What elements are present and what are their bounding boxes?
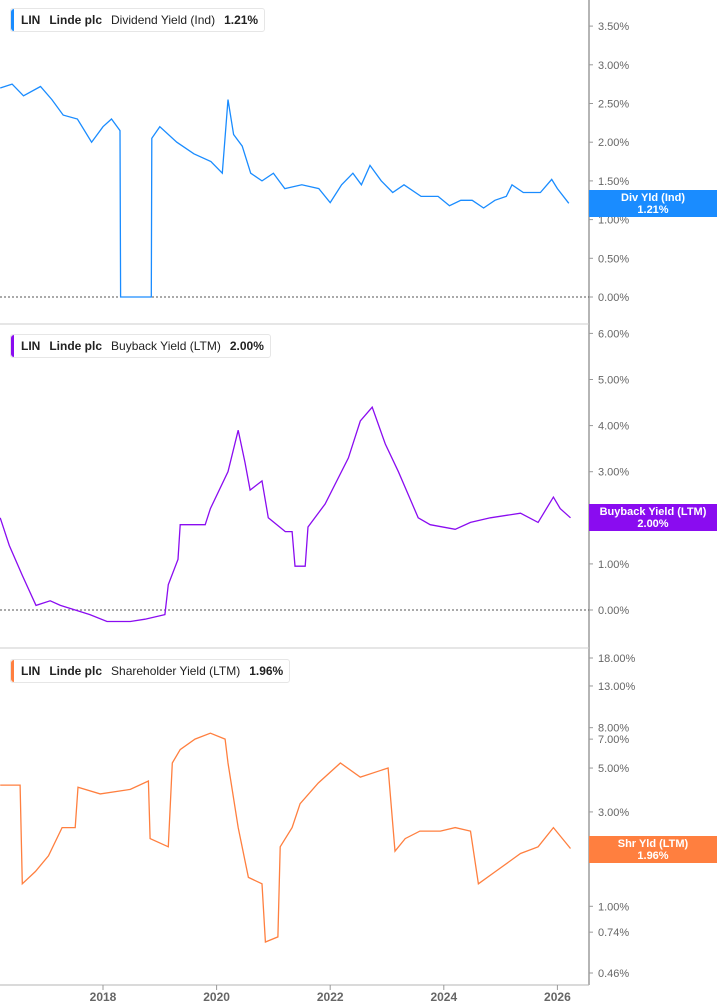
legend-ticker: LIN [21, 339, 41, 353]
y-tick-label: 0.00% [598, 605, 629, 617]
legend-color-bar [11, 660, 14, 682]
last-value-badge-buyback: Buyback Yield (LTM) 2.00% [589, 504, 717, 531]
y-tick-label: 3.00% [598, 467, 629, 479]
y-tick-label: 0.00% [598, 292, 629, 304]
badge-value: 1.96% [637, 850, 669, 862]
legend-metric: Dividend Yield (Ind) [111, 13, 216, 27]
y-tick-label: 7.00% [598, 734, 629, 746]
legend-metric: Shareholder Yield (LTM) [111, 664, 241, 678]
y-tick-label: 1.00% [598, 215, 629, 227]
series-line-0 [0, 83, 570, 298]
y-tick-label: 3.00% [598, 807, 629, 819]
legend-company: Linde plc [49, 339, 103, 353]
y-tick-label: 5.00% [598, 375, 629, 387]
legend-shareholder: LIN Linde plc Shareholder Yield (LTM) 1.… [10, 659, 291, 683]
legend-buyback: LIN Linde plc Buyback Yield (LTM) 2.00% [10, 334, 271, 358]
legend-value: 1.96% [249, 664, 284, 678]
last-value-badge-shareholder: Shr Yld (LTM) 1.96% [589, 836, 717, 863]
y-tick-label: 5.00% [598, 763, 629, 775]
series-line-1 [0, 405, 571, 623]
y-tick-label: 0.50% [598, 253, 629, 265]
legend-value: 2.00% [229, 339, 264, 353]
y-tick-label: 4.00% [598, 421, 629, 433]
y-tick-label: 3.00% [598, 60, 629, 72]
y-tick-label: 8.00% [598, 723, 629, 735]
legend-value: 1.21% [224, 13, 259, 27]
x-tick-label: 2020 [203, 990, 230, 1004]
y-tick-label: 3.50% [598, 21, 629, 33]
legend-metric: Buyback Yield (LTM) [111, 339, 221, 353]
y-tick-label: 1.00% [598, 559, 629, 571]
badge-label: Div Yld (Ind) [621, 192, 685, 204]
legend-ticker: LIN [21, 13, 41, 27]
legend-company: Linde plc [49, 13, 103, 27]
legend-color-bar [11, 9, 14, 31]
y-tick-label: 2.50% [598, 99, 629, 111]
y-tick-label: 0.46% [598, 968, 629, 980]
badge-label: Shr Yld (LTM) [617, 838, 689, 850]
x-tick-label: 2026 [544, 990, 571, 1004]
legend-dividend: LIN Linde plc Dividend Yield (Ind) 1.21% [10, 8, 266, 32]
x-tick-label: 2024 [430, 990, 457, 1004]
y-tick-label: 1.50% [598, 176, 629, 188]
y-tick-label: 13.00% [598, 681, 636, 693]
series-line-2 [0, 732, 572, 943]
legend-ticker: LIN [21, 664, 41, 678]
y-tick-label: 6.00% [598, 328, 629, 340]
badge-value: 1.21% [637, 204, 669, 216]
x-tick-label: 2018 [90, 990, 117, 1004]
y-tick-label: 1.00% [598, 901, 629, 913]
legend-color-bar [11, 335, 14, 357]
badge-value: 2.00% [637, 518, 669, 530]
legend-company: Linde plc [49, 664, 103, 678]
y-tick-label: 2.00% [598, 137, 629, 149]
y-tick-label: 18.00% [598, 653, 636, 665]
y-tick-label: 0.74% [598, 927, 629, 939]
x-tick-label: 2022 [317, 990, 344, 1004]
last-value-badge-dividend: Div Yld (Ind) 1.21% [589, 190, 717, 217]
badge-label: Buyback Yield (LTM) [599, 506, 707, 518]
